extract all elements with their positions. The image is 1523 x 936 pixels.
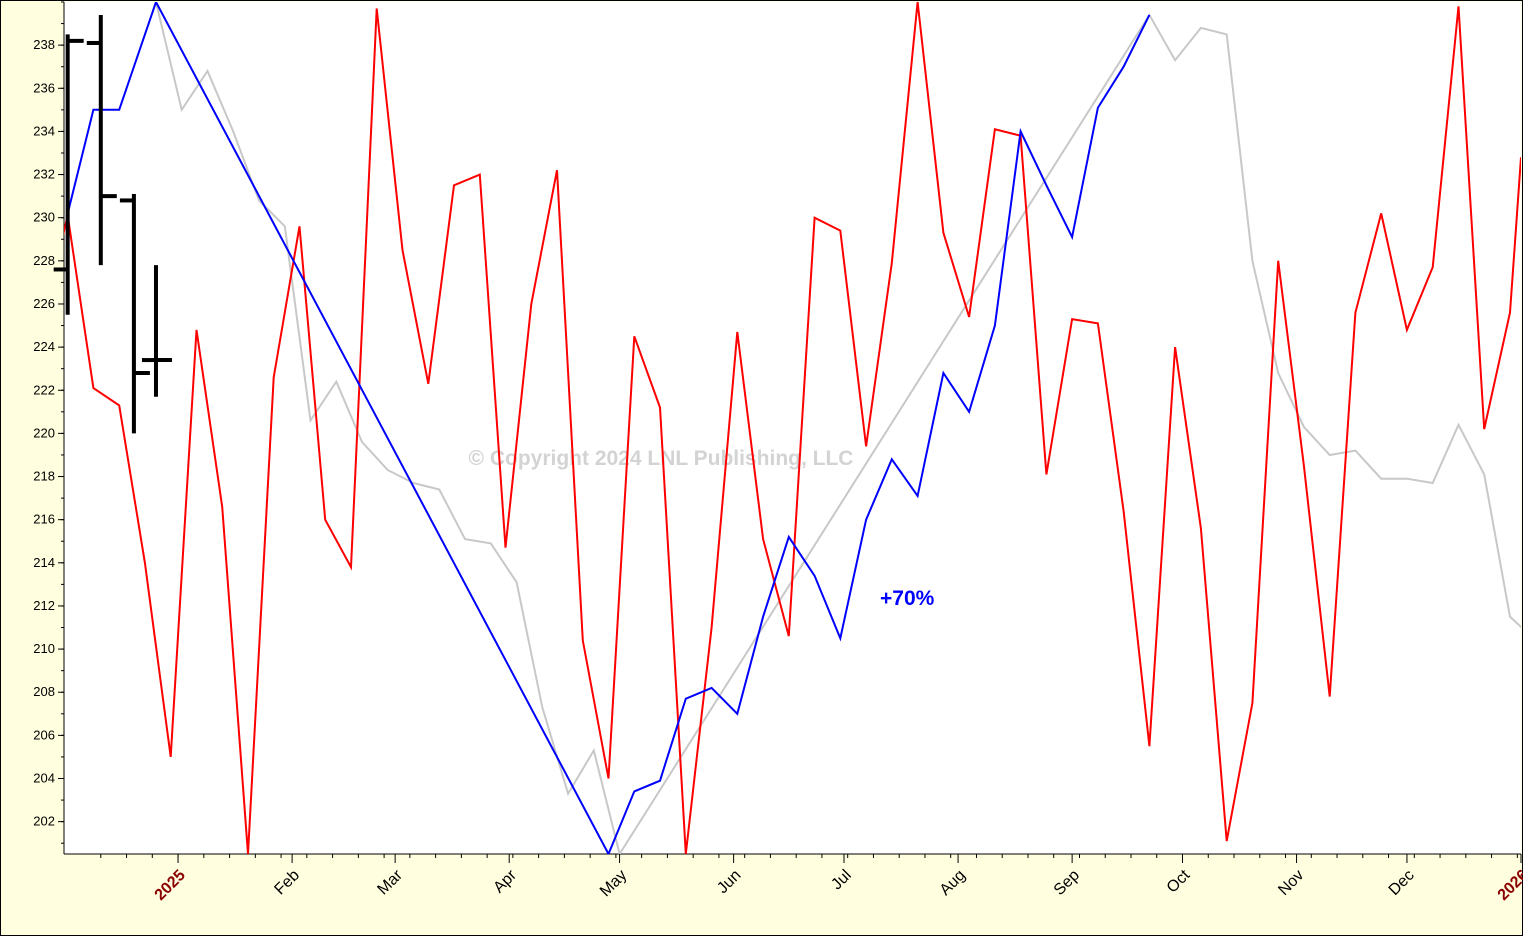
- plot-area: [64, 2, 1521, 854]
- y-tick-label: 202: [33, 814, 55, 829]
- price-bar: [86, 14, 117, 266]
- percent-annotation: +70%: [880, 587, 935, 610]
- series-layer: [64, 2, 1521, 854]
- y-tick-label: 212: [33, 598, 55, 613]
- gray-series-line: [155, 2, 1521, 854]
- price-bar: [53, 34, 84, 315]
- watermark-text: © Copyright 2024 LNL Publishing, LLC: [469, 447, 854, 470]
- y-tick-label: 206: [33, 727, 55, 742]
- y-tick-label: 210: [33, 641, 55, 656]
- red-series-line: [64, 2, 1521, 854]
- y-axis-ticks: 202 204 206 208 210 212 214 216 218 220 222 224 226 2…: [33, 1, 64, 844]
- y-tick-label: 230: [33, 210, 55, 225]
- price-bar: [119, 193, 150, 434]
- price-bars: [53, 14, 172, 434]
- y-tick-label: 208: [33, 684, 55, 699]
- y-tick-label: 216: [33, 512, 55, 527]
- y-tick-label: 218: [33, 469, 55, 484]
- y-tick-label: 226: [33, 296, 55, 311]
- y-tick-label: 228: [33, 253, 55, 268]
- y-tick-label: 204: [33, 771, 55, 786]
- price-bar: [141, 265, 172, 397]
- y-tick-label: 234: [33, 123, 55, 138]
- blue-series-line: [66, 2, 1151, 854]
- y-tick-label: 232: [33, 167, 55, 182]
- y-tick-label: 220: [33, 425, 55, 440]
- y-tick-label: 236: [33, 80, 55, 95]
- y-tick-label: 238: [33, 37, 55, 52]
- y-tick-label: 224: [33, 339, 55, 354]
- y-tick-label: 214: [33, 555, 55, 570]
- y-tick-label: 222: [33, 382, 55, 397]
